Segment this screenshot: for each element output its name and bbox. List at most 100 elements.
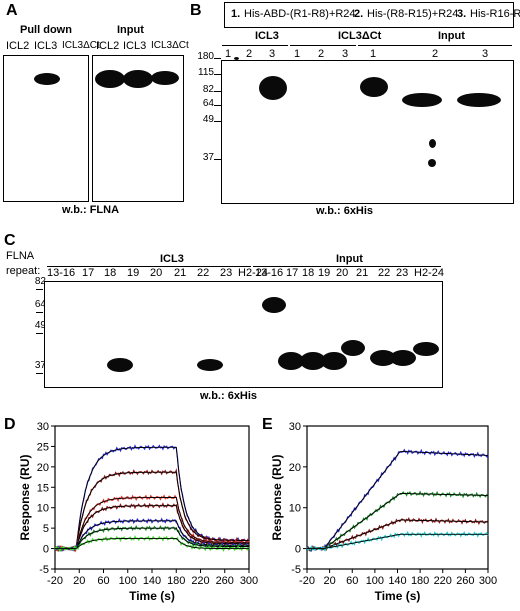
blot-band [262, 297, 286, 313]
lane-label: ICL2 [96, 40, 120, 52]
lane-label: ICL3 [34, 40, 58, 52]
group-label: ICL3 [160, 253, 184, 265]
blot-band [95, 70, 125, 88]
mw-tick [214, 91, 221, 92]
x-tick-label: 260 [216, 575, 234, 587]
lane-label: ICL3ΔCt [62, 40, 100, 51]
panel-d-label: D [4, 416, 16, 433]
x-tick-label: 220 [191, 575, 209, 587]
lane-label: 23 [220, 267, 233, 279]
legend-text: His-ABD-(R1-R8)+R24 [244, 8, 356, 20]
lane-number: 2 [246, 48, 253, 60]
series-line [54, 534, 250, 553]
blot-band [34, 73, 60, 85]
lane-label: ICL3ΔCt [151, 40, 189, 51]
y-tick-label: 10 [289, 503, 301, 515]
blot-band [428, 159, 436, 167]
pulldown-header: Pull down [20, 24, 72, 36]
lane-label: 20 [150, 267, 163, 279]
y-tick-label: 15 [37, 482, 49, 494]
blot-band [370, 350, 396, 366]
y-tick-label: -5 [39, 564, 49, 576]
lane-label: 21 [174, 267, 187, 279]
y-tick-label: 30 [37, 421, 49, 433]
y-tick-label: 30 [289, 421, 301, 433]
lane-label: 13-16 [47, 267, 76, 279]
group-label: Input [438, 30, 465, 42]
mw-marker: 37 [202, 152, 214, 163]
group-rule [222, 45, 288, 46]
blot-band [390, 350, 416, 366]
fit-line [307, 450, 488, 550]
blot-band [457, 93, 501, 107]
x-tick-label: 300 [240, 575, 258, 587]
blot-band [321, 352, 347, 370]
series-line [306, 530, 489, 552]
x-tick-label: 60 [346, 575, 358, 587]
wb-label-c: w.b.: 6xHis [200, 390, 258, 402]
legend-text: His-R16-R24 [470, 8, 520, 20]
mw-tick [214, 58, 221, 59]
blot-band [278, 352, 304, 370]
y-tick-label: 10 [37, 503, 49, 515]
x-tick-label: 140 [143, 575, 161, 587]
mw-tick [36, 289, 43, 290]
fit-line [55, 527, 249, 550]
lane-label: H2-24 [238, 267, 268, 279]
lane-number: 3 [482, 48, 489, 60]
blot-a-input [92, 55, 184, 202]
legend-num: 3. [457, 8, 467, 20]
panel-a-label: A [6, 2, 18, 19]
mw-tick [214, 74, 221, 75]
x-axis-label: Time (s) [375, 589, 421, 603]
mw-marker: 49 [34, 320, 46, 331]
blot-band [429, 139, 436, 148]
fit-line [55, 537, 249, 550]
lane-label: 13-16 [255, 267, 284, 279]
lane-label: 22 [197, 267, 210, 279]
group-rule [358, 45, 512, 46]
x-tick-label: 20 [324, 575, 336, 587]
lane-label: 20 [336, 267, 349, 279]
y-tick-label: 0 [295, 544, 301, 556]
fit-line [55, 520, 249, 550]
lane-label: 19 [318, 267, 331, 279]
blot-band [151, 71, 179, 85]
x-tick-label: 100 [366, 575, 384, 587]
legend-text: His-(R8-R15)+R24 [367, 8, 459, 20]
mw-marker: 82 [34, 276, 46, 287]
mw-tick [214, 159, 221, 160]
y-tick-label: 20 [37, 462, 49, 474]
x-tick-label: 260 [456, 575, 474, 587]
panel-b-label: B [190, 2, 202, 19]
lane-label: ICL2 [6, 40, 30, 52]
legend-num: 1. [231, 8, 241, 20]
x-tick-label: -20 [47, 575, 63, 587]
blot-a-pulldown [3, 55, 89, 202]
mw-marker: 64 [202, 98, 214, 109]
wb-label-a: w.b.: FLNA [62, 204, 120, 216]
blot-band [360, 77, 388, 97]
x-tick-label: 20 [73, 575, 85, 587]
lane-label: 17 [82, 267, 95, 279]
fit-line [307, 533, 488, 550]
y-tick-label: 0 [43, 544, 49, 556]
group-label: Input [336, 253, 363, 265]
y-tick-label: 5 [43, 523, 49, 535]
mw-marker: 180 [197, 51, 214, 62]
group-label: ICL3 [255, 30, 279, 42]
mw-tick [36, 333, 43, 334]
mw-tick [36, 312, 43, 313]
blot-b [221, 57, 514, 204]
lane-number: 2 [318, 48, 325, 60]
lane-label: ICL3 [123, 40, 147, 52]
blot-band [123, 70, 153, 88]
blot-c [44, 281, 443, 388]
lane-label: 18 [302, 267, 315, 279]
sensorgram-e: -5 0 10 20 30 -20 20 60 100 140 180 220 260 300 Time (… [270, 421, 497, 603]
lane-label: 19 [127, 267, 140, 279]
mw-tick [214, 121, 221, 122]
lane-label: 18 [104, 267, 117, 279]
x-tick-label: 140 [388, 575, 406, 587]
x-tick-label: -20 [299, 575, 315, 587]
